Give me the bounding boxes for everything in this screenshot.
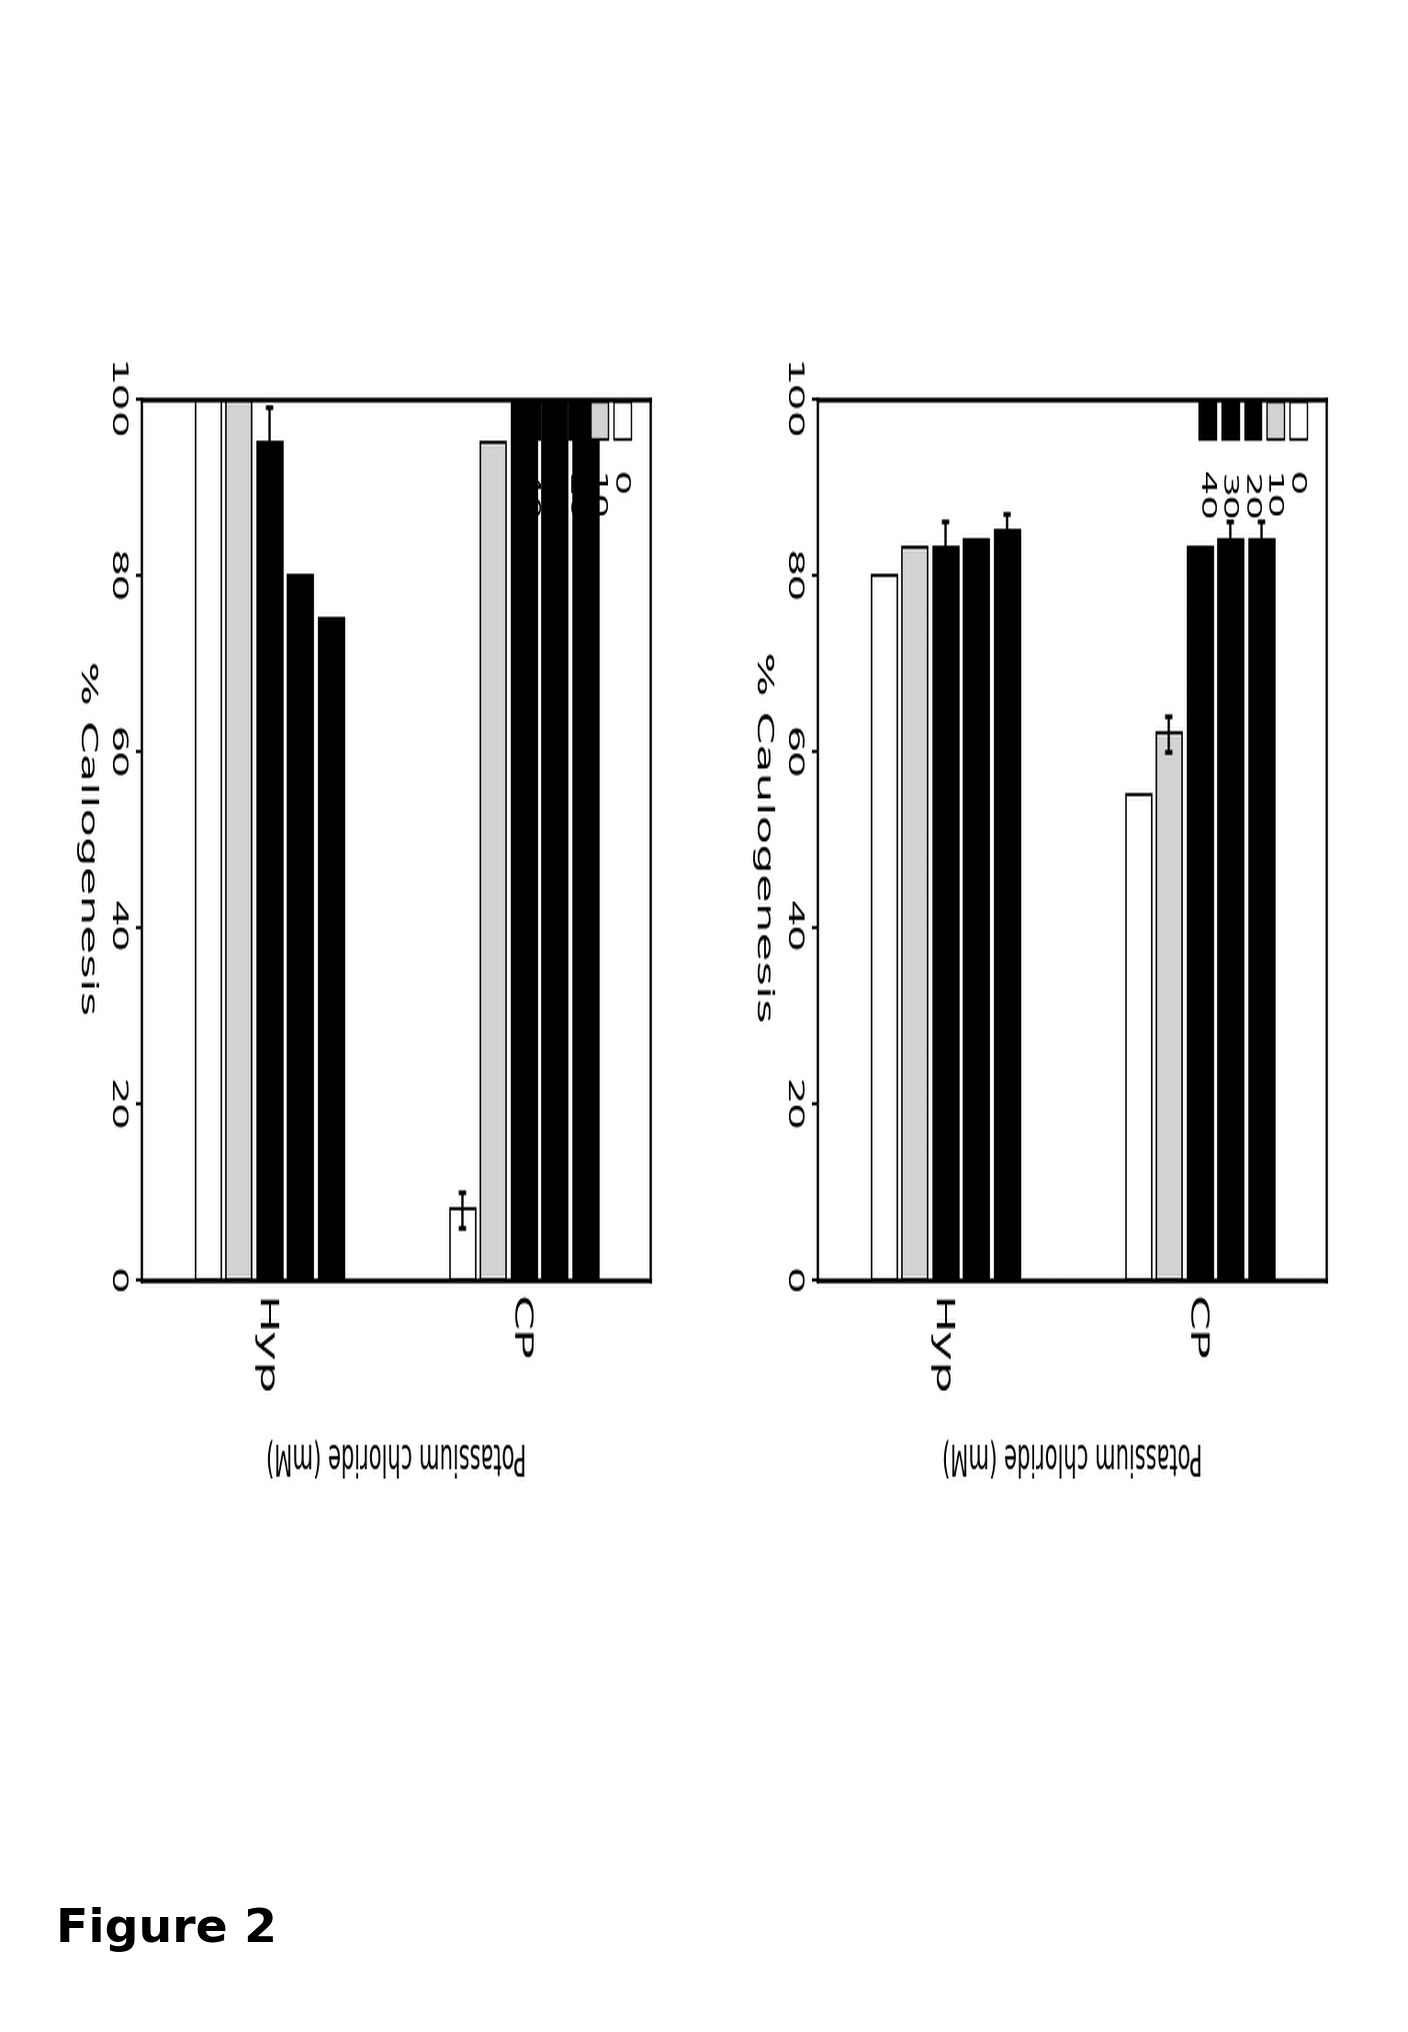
Text: Figure 2: Figure 2 — [56, 1906, 277, 1951]
